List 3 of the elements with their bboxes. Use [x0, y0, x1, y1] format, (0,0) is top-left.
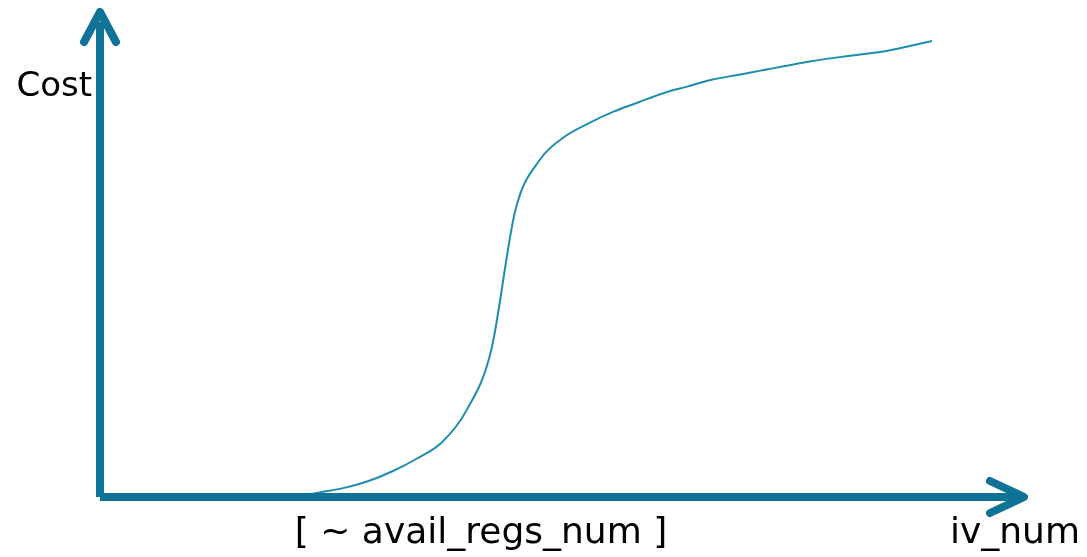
x-axis-title: iv_num	[949, 510, 1080, 551]
text: Cost	[16, 64, 92, 104]
text: [ ~ avail_regs_num ]	[294, 510, 668, 551]
